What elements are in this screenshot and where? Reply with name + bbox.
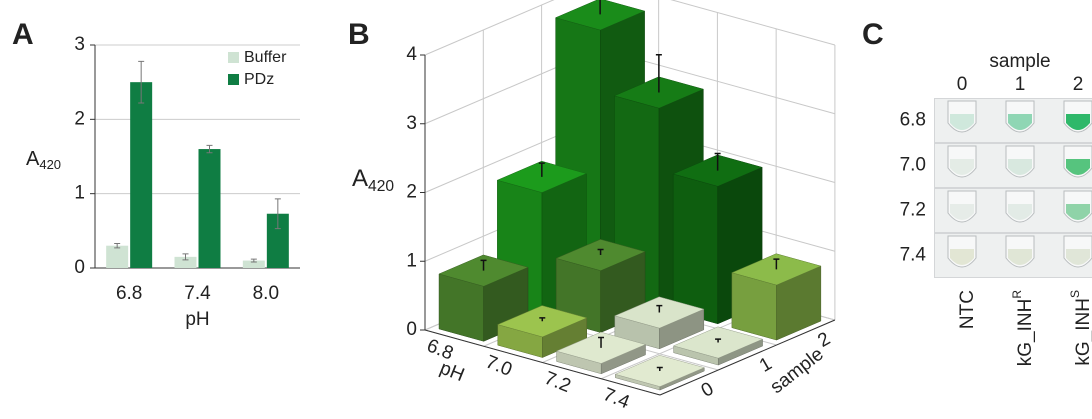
z-tick-label: 3: [406, 113, 417, 134]
legend-swatch: [228, 74, 239, 85]
row-label: 6.8: [900, 110, 926, 131]
tube-label-text: kG_INH: [1073, 298, 1092, 366]
column-title: sample: [989, 51, 1050, 72]
z-tick-label: 1: [406, 250, 417, 271]
y-axis-title-sub: 420: [39, 157, 61, 172]
legend-label: PDz: [244, 71, 274, 88]
y-tick-label: 1: [756, 353, 776, 376]
z-tick-label: 4: [406, 44, 417, 65]
tube-label-sup: S: [1068, 290, 1082, 298]
column-label: 0: [957, 74, 968, 95]
column-label: 2: [1073, 74, 1084, 95]
z-tick-label: 0: [406, 319, 417, 340]
y-axis-title: sample: [766, 344, 827, 398]
y-axis-title: A420: [26, 148, 61, 172]
y-tick-label: 1: [74, 183, 85, 204]
tube-label-text: kG_INH: [1015, 299, 1036, 367]
tube-label: NTC: [957, 290, 978, 329]
row-label: 7.4: [900, 245, 927, 266]
row-label: 7.2: [900, 200, 926, 221]
x-tick-label: 6.8: [116, 283, 142, 304]
panel-letter: A: [12, 18, 34, 51]
bar: [199, 149, 221, 268]
x-tick-label: 7.2: [541, 368, 573, 397]
tube-label: kG_INHR: [1010, 290, 1036, 367]
y-tick-label: 3: [74, 34, 85, 55]
x-tick-label: 7.4: [184, 283, 211, 304]
y-tick-label: 2: [74, 108, 85, 129]
x-tick-label: 8.0: [253, 283, 279, 304]
tube-label: kG_INHS: [1068, 290, 1092, 366]
z-axis-title-main: A: [352, 165, 368, 192]
y-tick-label: 0: [74, 257, 85, 278]
figure: A B C 01236.87.48.0pHA420BufferPDz012346…: [0, 0, 1092, 419]
z-axis-title-sub: 420: [368, 178, 394, 195]
tube-label-sup: R: [1010, 290, 1024, 299]
x-tick-label: 7.4: [600, 384, 633, 414]
panel-letter: B: [348, 18, 370, 51]
legend-swatch: [228, 52, 239, 63]
legend-label: Buffer: [244, 49, 287, 66]
bar: [130, 82, 152, 268]
bar: [106, 246, 128, 268]
error-bar: [251, 259, 257, 262]
x-tick-label: 7.0: [483, 351, 515, 380]
y-axis-title-main: A: [26, 148, 40, 170]
column-label: 1: [1015, 74, 1026, 95]
x-axis-title: pH: [437, 358, 467, 387]
z-axis-title: A420: [352, 165, 394, 195]
panel-letter: C: [862, 18, 884, 51]
y-tick-label: 0: [698, 378, 718, 401]
bar-face-front: [673, 174, 718, 324]
row-label: 7.0: [900, 155, 926, 176]
tube-label-text: NTC: [957, 290, 978, 329]
x-axis-title: pH: [185, 309, 209, 330]
z-tick-label: 2: [406, 182, 417, 203]
